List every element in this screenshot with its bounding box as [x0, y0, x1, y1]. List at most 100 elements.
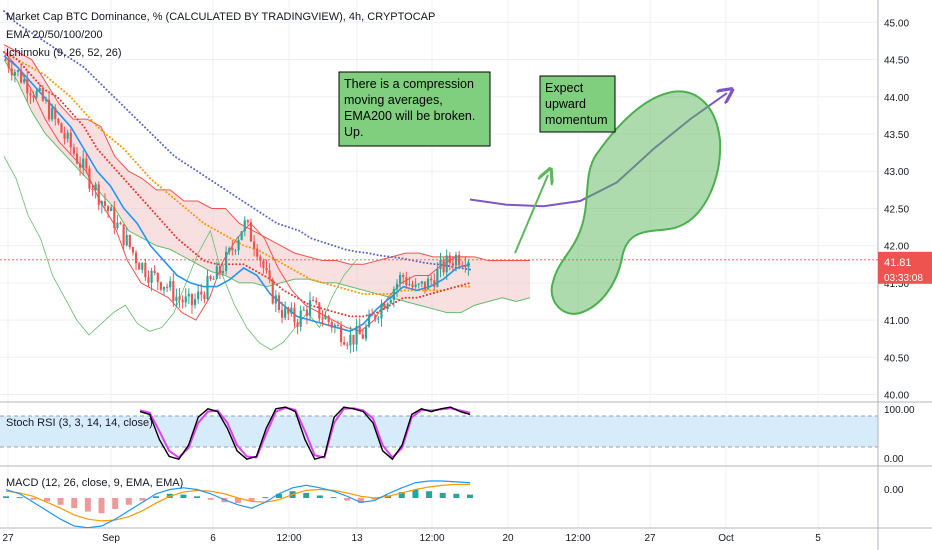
candle-body [249, 222, 253, 242]
macd-tick-label: 0.00 [884, 485, 904, 496]
candle-body [277, 295, 281, 310]
macd-histogram-bar [275, 493, 282, 498]
chart-title[interactable]: Market Cap BTC Dominance, % (CALCULATED … [6, 11, 435, 23]
ema-50-line [3, 51, 471, 318]
candle-body [433, 280, 436, 287]
candle-body [175, 296, 178, 301]
annotation-note-1-line-4: Up. [344, 125, 363, 139]
macd-histogram-bar [30, 498, 37, 500]
projection-zone[interactable] [550, 90, 722, 315]
candle-body [166, 286, 169, 288]
candle-body [38, 87, 41, 91]
candle-body [374, 315, 377, 320]
candle-body [346, 344, 349, 346]
candle-body [464, 265, 467, 268]
candle-body [336, 324, 340, 326]
candle-body [144, 262, 147, 278]
ichimoku-legend[interactable]: Ichimoku (9, 26, 52, 26) [6, 47, 122, 59]
kijun-line [3, 51, 470, 332]
candle-body [190, 293, 194, 306]
annotation-note-2[interactable]: Expect upward momentum [539, 75, 616, 133]
candle-body [221, 271, 225, 274]
macd-histogram-bar [235, 498, 241, 504]
candle-body [343, 342, 346, 345]
macd-histogram-bar [398, 492, 405, 498]
candle-body [26, 79, 29, 94]
macd-histogram-bar [371, 498, 378, 500]
candle-body [302, 309, 305, 311]
candle-body [113, 207, 116, 229]
time-tick-label: 27 [644, 533, 656, 544]
time-tick-label: Oct [718, 533, 734, 544]
ema-200-line [3, 10, 471, 271]
price-axis[interactable]: 40.00 40.50 41.00 41.50 42.00 42.50 43.00 43.50… [884, 18, 915, 496]
candle-body [106, 206, 110, 211]
candle-body [159, 282, 162, 290]
candle-body [54, 107, 57, 120]
candle-body [237, 239, 240, 251]
price-tag: 41.81 03:33:08 [878, 251, 932, 284]
candle-body [150, 270, 153, 283]
candle-body [299, 310, 302, 327]
annotation-note-2-line-3: momentum [545, 113, 608, 127]
annotation-note-2-line-2: upward [545, 97, 586, 111]
candle-body [184, 296, 187, 303]
candle-body [10, 68, 13, 76]
candle-body [66, 132, 69, 139]
candle-body [91, 188, 94, 191]
candle-body [364, 326, 368, 339]
candle-body [94, 184, 97, 191]
price-tick-label: 40.00 [884, 391, 909, 402]
candle-body [259, 256, 262, 261]
candle-body [426, 278, 430, 290]
upward-arrow[interactable] [514, 175, 548, 254]
candle-body [57, 119, 60, 124]
candle-body [408, 284, 411, 286]
candle-body [63, 132, 66, 139]
candle-body [417, 283, 420, 285]
candle-body [290, 307, 293, 314]
candle-body [172, 281, 175, 301]
time-tick-label: 12:00 [565, 533, 590, 544]
projection-drawing[interactable] [469, 90, 727, 315]
candle-body [399, 274, 402, 284]
candle-body [69, 132, 72, 148]
senkou-span-a [3, 44, 530, 265]
candle-body [252, 241, 256, 249]
candle-body [116, 222, 119, 229]
candle-body [352, 334, 355, 345]
candle-body [442, 259, 445, 273]
candle-body [333, 324, 336, 328]
candle-body [4, 59, 7, 61]
candle-body [392, 289, 395, 300]
macd-histogram-bar [112, 498, 119, 510]
candle-body [389, 299, 392, 304]
candle-body [19, 70, 23, 83]
candle-body [240, 231, 243, 240]
candle-body [85, 158, 88, 169]
candle-body [349, 334, 352, 346]
rsi-tick-label: 100.00 [884, 405, 915, 416]
candle-body [380, 304, 383, 319]
macd-legend[interactable]: MACD (12, 26, close, 9, EMA, EMA) [6, 477, 183, 489]
candle-body [271, 279, 274, 304]
lower-panes [3, 406, 473, 529]
candle-body [355, 326, 358, 345]
candle-body [305, 309, 308, 316]
candle-body [187, 293, 190, 297]
candle-body [128, 234, 131, 248]
macd-histogram-bar [125, 498, 132, 505]
stoch-rsi-legend[interactable]: Stoch RSI (3, 3, 14, 14, close) [6, 417, 153, 429]
time-tick-label: 12:00 [276, 533, 301, 544]
price-tag-countdown: 03:33:08 [884, 273, 923, 284]
time-axis[interactable]: 27 Sep 6 12:00 13 12:00 20 12:00 27 Oct 5 [2, 533, 821, 544]
ema-legend[interactable]: EMA 20/50/100/200 [6, 29, 103, 41]
candle-body [458, 254, 461, 266]
annotation-note-1[interactable]: There is a compression moving averages, … [338, 71, 491, 147]
candle-body [212, 278, 215, 280]
candle-body [243, 220, 246, 232]
time-tick-label: 27 [2, 533, 14, 544]
price-tag-background [878, 251, 932, 284]
candle-body [103, 201, 107, 207]
